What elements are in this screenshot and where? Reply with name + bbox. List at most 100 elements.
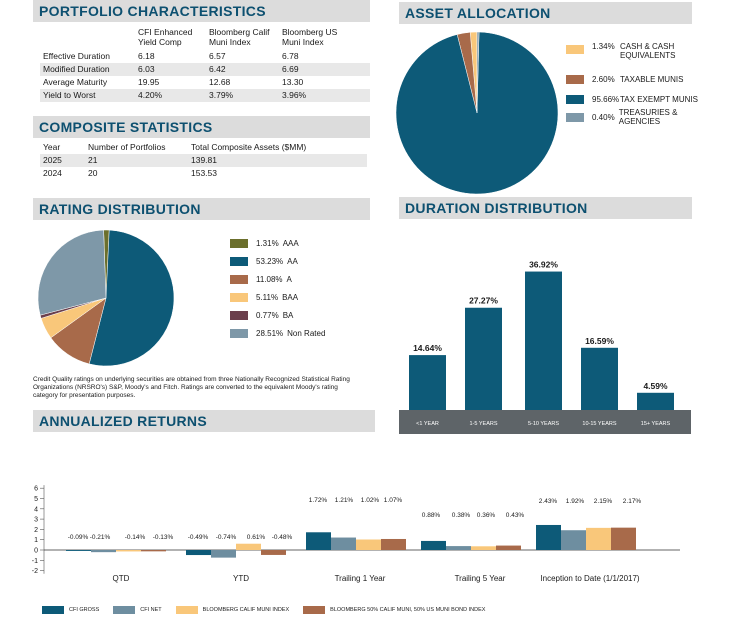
legend-label: BLOOMBERG 50% CALIF MUNI, 50% US MUNI BO… [330, 607, 486, 613]
legend-swatch [230, 274, 248, 284]
legend-swatch [230, 238, 248, 248]
legend-item: 5.11% BAA [230, 288, 370, 306]
duration-x-axis-band [399, 410, 691, 434]
returns-y-tick-label: 6 [34, 486, 38, 493]
returns-bar [116, 550, 141, 552]
returns-y-tick-label: -2 [32, 568, 38, 575]
legend-label: CFI NET [140, 607, 162, 613]
duration-bar [409, 355, 446, 410]
returns-y-tick-label: -1 [32, 558, 38, 565]
returns-data-label: 1.72% [309, 497, 328, 504]
returns-bar [471, 546, 496, 550]
returns-bar [446, 546, 471, 550]
legend-item: 53.23% AA [230, 252, 370, 270]
duration-bar-chart: 14.64% <1 YEAR 27.27% 1-5 YEARS 36.92% 5-10 Y… [399, 260, 691, 434]
rating-distribution-header: RATING DISTRIBUTION [33, 198, 370, 220]
returns-category-label: Trailing 5 Year [455, 574, 506, 583]
duration-tick-label: 1-5 YEARS [469, 421, 497, 427]
table-header-row: Year Number of Portfolios Total Composit… [43, 142, 307, 152]
returns-y-tick-label: 4 [34, 506, 38, 513]
col-header-us: Bloomberg US Muni Index [282, 27, 338, 47]
returns-data-label: 2.15% [594, 498, 613, 505]
returns-legend: CFI GROSS CFI NET BLOOMBERG CALIF MUNI I… [42, 606, 485, 614]
returns-bar [496, 545, 521, 550]
rating-slice-aa [88, 229, 175, 367]
returns-bar [261, 550, 286, 555]
duration-data-label: 16.59% [585, 336, 614, 346]
legend-pct: 1.34% [592, 42, 615, 51]
legend-swatch [230, 310, 248, 320]
duration-data-label: 14.64% [413, 343, 442, 353]
returns-data-label: -0.21% [90, 534, 111, 541]
returns-y-tick-label: 5 [34, 496, 38, 503]
table-row: Average Maturity 19.95 12.68 13.30 [43, 77, 304, 87]
returns-category-label: Trailing 1 Year [335, 574, 386, 583]
composite-statistics-header: COMPOSITE STATISTICS [33, 116, 370, 138]
asset-allocation-header: ASSET ALLOCATION [399, 2, 692, 24]
legend-pct: 53.23% [256, 256, 284, 266]
returns-bar [306, 532, 331, 550]
legend-item: 1.31% AAA [230, 234, 370, 252]
returns-data-label: 0.61% [247, 534, 266, 541]
returns-bar [356, 539, 381, 550]
returns-bar [381, 538, 406, 550]
legend-label: BLOOMBERG CALIF MUNI INDEX [202, 607, 290, 613]
legend-pct: 0.40% [592, 112, 615, 122]
legend-label: CASH & CASH EQUIVALENTS [620, 42, 676, 60]
legend-item: 1.34% CASH & CASH EQUIVALENTS [566, 42, 716, 66]
legend-pct: 95.66% [592, 94, 620, 104]
returns-category-label: YTD [233, 574, 249, 583]
returns-data-label: 0.43% [506, 512, 525, 519]
legend-item: 0.77% BA [230, 306, 370, 324]
legend-pct: 5.11% [256, 292, 279, 302]
returns-bar [586, 527, 611, 550]
returns-bar [536, 524, 561, 550]
legend-swatch [230, 328, 248, 338]
table-row: Modified Duration 6.03 6.42 6.69 [40, 63, 370, 76]
legend-label: AA [287, 256, 298, 266]
returns-data-label: -0.49% [188, 534, 209, 541]
legend-swatch [566, 112, 584, 122]
legend-label: AAA [282, 238, 299, 248]
legend-item: 11.08% A [230, 270, 370, 288]
returns-bar [421, 540, 446, 550]
legend-pct: 1.31% [256, 238, 279, 248]
table-row: 2024 20 153.53 [43, 168, 217, 178]
legend-pct: 28.51% [256, 328, 284, 338]
returns-data-label: 2.17% [623, 498, 642, 505]
table-row: Yield to Worst 4.20% 3.79% 3.96% [40, 89, 370, 102]
legend-label: TREASURIES & AGENCIES [618, 108, 678, 126]
returns-y-tick-label: 1 [34, 537, 38, 544]
returns-data-label: 1.21% [335, 497, 354, 504]
returns-data-label: 1.07% [384, 497, 403, 504]
legend-item: 0.40% TREASURIES & AGENCIES [566, 108, 716, 126]
legend-item: 28.51% Non Rated [230, 324, 370, 342]
duration-bar [581, 347, 618, 410]
annualized-returns-header: ANNUALIZED RETURNS [33, 410, 375, 432]
returns-data-label: -0.14% [125, 534, 146, 541]
legend-swatch [566, 74, 584, 84]
composite-statistics-table: Year Number of Portfolios Total Composit… [40, 141, 367, 180]
rating-slice-non-rated [37, 229, 107, 316]
returns-data-label: -0.74% [216, 534, 237, 541]
duration-data-label: 4.59% [643, 381, 668, 391]
legend-label: BA [282, 310, 294, 320]
duration-bar [465, 307, 502, 410]
table-row: 2025 21 139.81 [40, 154, 367, 167]
returns-category-label: QTD [113, 574, 130, 583]
rating-distribution-pie [37, 229, 175, 367]
legend-swatch [175, 606, 198, 614]
annualized-returns-chart: 6 5 4 3 2 1 0 -1 -2 -0.09% -0.21% -0.14% -0.13% QTD -0… [32, 485, 680, 583]
returns-bar [141, 550, 166, 552]
returns-bar [236, 543, 261, 550]
duration-distribution-header: DURATION DISTRIBUTION [399, 197, 692, 219]
asset-allocation-pie [395, 31, 559, 195]
col-header-calif: Bloomberg Calif Muni Index [209, 27, 270, 47]
returns-y-tick-label: 3 [34, 517, 38, 524]
legend-item: 2.60% TAXABLE MUNIS [566, 70, 716, 88]
table-row: Effective Duration 6.18 6.57 6.78 [43, 51, 299, 61]
duration-data-label: 27.27% [469, 296, 498, 306]
returns-data-label: -0.13% [153, 534, 174, 541]
duration-tick-label: 5-10 YEARS [528, 421, 559, 427]
returns-data-label: 1.02% [361, 497, 380, 504]
